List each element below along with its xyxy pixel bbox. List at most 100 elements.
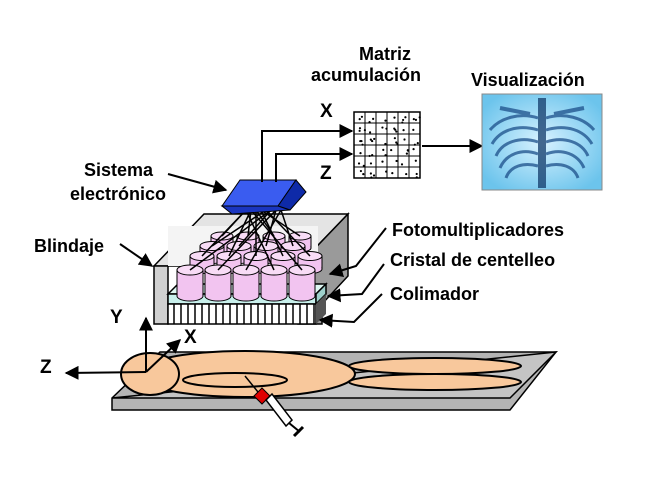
matrix-count-dot — [359, 169, 363, 173]
patient-axis-x-label: X — [184, 327, 197, 348]
pmt-wire — [265, 209, 311, 257]
pmt-wire — [250, 209, 303, 271]
pmt-wire — [260, 209, 284, 257]
patient-axes — [64, 316, 182, 380]
matrix-count-dot — [395, 141, 398, 144]
matrix-count-dot — [405, 172, 408, 176]
matrix-count-dot — [371, 154, 374, 157]
matrix-count-dot — [401, 121, 404, 124]
matrix-count-dot — [358, 127, 362, 130]
matrix-count-dot — [403, 138, 406, 141]
visualization-label: Visualización — [471, 70, 585, 90]
matrix-count-dot — [415, 172, 418, 176]
collimator-label: Colimador — [390, 284, 480, 304]
matrix-count-dot — [381, 160, 384, 163]
matrix-count-dot — [394, 128, 397, 131]
matrix-count-dot — [360, 115, 364, 118]
matrix-count-dot — [368, 121, 371, 124]
matrix-count-dot — [368, 154, 371, 158]
photomultiplier-tubes — [176, 231, 323, 302]
pmt-tube — [232, 264, 260, 302]
accumulation-matrix — [353, 111, 421, 179]
pmt-wire — [245, 209, 282, 271]
matrix-count-dot — [400, 163, 404, 166]
matrix-count-dot — [395, 159, 398, 163]
shielding-label: Blindaje — [34, 236, 105, 256]
patient-body — [120, 350, 522, 398]
matrix-count-dot — [414, 159, 417, 162]
matrix-count-dot — [393, 137, 396, 140]
matrix-count-dot — [405, 152, 408, 155]
matrix-count-dot — [393, 116, 396, 119]
matrix-count-dot — [381, 126, 384, 129]
pmt-wires — [189, 209, 311, 271]
matrix-count-dot — [360, 139, 363, 143]
matrix-count-dot — [384, 154, 387, 157]
matrix-count-dot — [369, 172, 372, 175]
pmt-wire — [201, 209, 247, 257]
pmt-tube — [204, 264, 232, 302]
pmt-wire — [245, 209, 275, 271]
pmt-tube — [288, 264, 316, 302]
matrix-count-dot — [368, 131, 372, 134]
matrix-count-dot — [385, 127, 388, 130]
electronics-label-line1: Sistema — [84, 160, 154, 180]
matrix-count-dot — [395, 130, 398, 133]
matrix-count-dot — [357, 162, 361, 165]
matrix-count-dot — [402, 118, 405, 122]
matrix-count-dot — [412, 128, 415, 131]
matrix-count-dot — [359, 152, 362, 155]
pmt-tube — [260, 264, 288, 302]
matrix-count-dot — [413, 143, 416, 146]
matrix-label-line2: acumulación — [311, 65, 422, 85]
matrix-count-dot — [382, 148, 385, 151]
matrix-count-dot — [414, 118, 418, 121]
pmt-wire — [247, 209, 252, 237]
matrix-count-dot — [369, 138, 372, 141]
electronics-label-line2: electrónico — [70, 184, 167, 204]
matrix-count-dot — [370, 176, 373, 179]
collimator — [167, 294, 326, 325]
matrix-count-dot — [416, 142, 419, 145]
matrix-count-dot — [415, 176, 418, 179]
matrix-count-dot — [362, 173, 365, 176]
matrix-count-dot — [358, 129, 361, 132]
pmt-tube — [176, 264, 204, 302]
matrix-axis-x-label: X — [320, 101, 333, 122]
patient-axis-z-label: Z — [40, 357, 52, 378]
patient-axis-y-label: Y — [110, 307, 123, 328]
electronics-box — [220, 179, 307, 215]
matrix-count-dot — [372, 174, 376, 177]
matrix-count-dot — [369, 162, 373, 165]
pmt-wire — [217, 209, 277, 271]
matrix-count-dot — [418, 116, 421, 119]
matrix-count-dot — [404, 116, 407, 119]
matrix-count-dot — [385, 170, 388, 173]
matrix-count-dot — [361, 143, 364, 146]
matrix-count-dot — [406, 149, 409, 152]
matrix-count-dot — [362, 164, 365, 168]
photomultipliers-label: Fotomultiplicadores — [392, 220, 565, 240]
matrix-count-dot — [363, 129, 366, 132]
crystal-label: Cristal de centelleo — [390, 250, 556, 270]
signal-lines — [261, 124, 484, 182]
pmt-wire — [189, 209, 272, 271]
matrix-count-dot — [390, 148, 393, 152]
matrix-count-dot — [391, 172, 394, 175]
matrix-count-dot — [384, 119, 387, 122]
visualization-image — [481, 93, 603, 191]
matrix-count-dot — [373, 137, 376, 141]
matrix-count-dot — [402, 129, 405, 132]
matrix-count-dot — [412, 148, 415, 151]
matrix-count-dot — [412, 118, 415, 121]
label-pointers — [119, 173, 387, 328]
matrix-axis-z-label: Z — [320, 163, 332, 184]
matrix-count-dot — [396, 142, 399, 146]
matrix-label-line1: Matriz — [359, 44, 412, 64]
matrix-count-dot — [384, 142, 387, 146]
pmt-wire — [280, 209, 294, 247]
matrix-count-dot — [358, 118, 361, 121]
matrix-count-dot — [372, 117, 375, 120]
